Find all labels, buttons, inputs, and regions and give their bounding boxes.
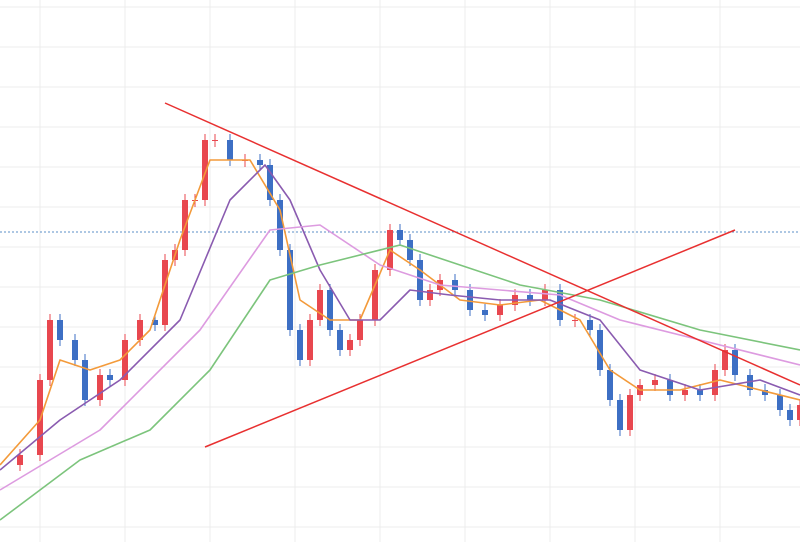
candle (297, 330, 303, 360)
candle (82, 360, 88, 400)
candle (347, 340, 353, 350)
candle (452, 280, 458, 290)
candle (47, 320, 53, 380)
candle (467, 290, 473, 310)
candle (667, 380, 673, 395)
candle (357, 320, 363, 340)
candle (617, 400, 623, 430)
candle (257, 160, 263, 165)
candle (497, 305, 503, 315)
moving-average (0, 244, 800, 521)
candle (162, 260, 168, 325)
candle (572, 320, 578, 321)
candle (587, 320, 593, 330)
candle (557, 290, 563, 320)
candle (337, 330, 343, 350)
candle (137, 320, 143, 340)
trend-line (204, 229, 736, 448)
candle (682, 390, 688, 395)
candle (327, 290, 333, 330)
candle (482, 310, 488, 315)
candle (597, 330, 603, 370)
candle (152, 320, 158, 325)
candle (732, 350, 738, 375)
candle (57, 320, 63, 340)
candle (397, 230, 403, 240)
candle (17, 455, 23, 465)
candle (542, 290, 548, 300)
candle (747, 375, 753, 390)
candle (652, 380, 658, 385)
candle (697, 390, 703, 395)
candle (762, 390, 768, 395)
candle (72, 340, 78, 360)
candle (122, 340, 128, 380)
trend-line (164, 102, 800, 386)
moving-average (0, 224, 800, 491)
candle (787, 410, 793, 420)
candle (712, 370, 718, 395)
candle (627, 395, 633, 430)
candle (212, 140, 218, 141)
candle (107, 375, 113, 380)
candle (202, 140, 208, 200)
candle (417, 260, 423, 300)
candle (407, 240, 413, 260)
candle (427, 290, 433, 300)
candle (527, 295, 533, 300)
candle (607, 370, 613, 400)
candle (227, 140, 233, 160)
candle (722, 350, 728, 370)
candle (797, 405, 800, 420)
candle (287, 250, 293, 330)
candle (777, 395, 783, 410)
candle (372, 270, 378, 320)
candle (267, 165, 273, 200)
moving-average (0, 164, 800, 471)
candle (97, 375, 103, 400)
candle (317, 290, 323, 320)
moving-average (0, 159, 800, 466)
candle (307, 320, 313, 360)
candle (277, 200, 283, 250)
